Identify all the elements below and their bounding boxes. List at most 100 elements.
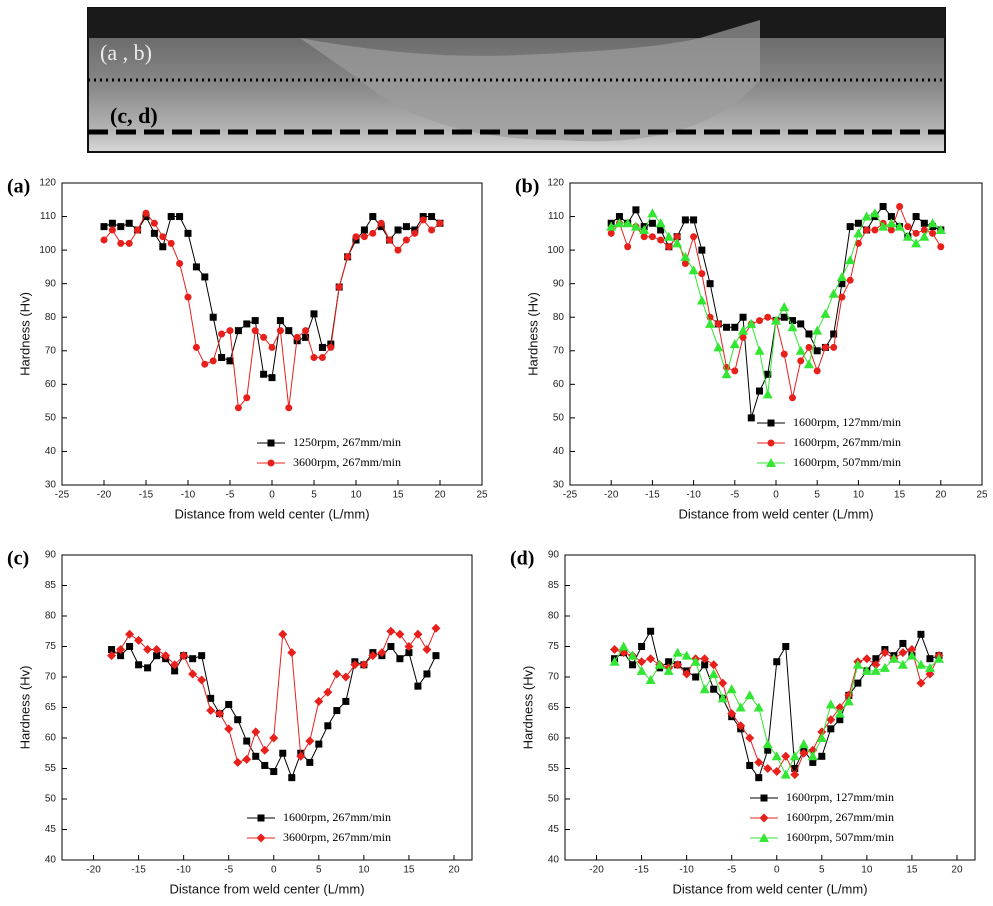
marker bbox=[117, 223, 125, 231]
marker bbox=[360, 233, 368, 241]
marker bbox=[789, 751, 800, 761]
legend-label: 1250rpm, 267mm/min bbox=[293, 435, 401, 449]
marker bbox=[100, 236, 108, 244]
chart: -25 -20 -15 -10 -5 0 5 10 15 20 25 30 40 50 60 70 80 90 10… bbox=[7, 176, 488, 522]
marker bbox=[803, 359, 814, 369]
marker bbox=[738, 325, 749, 335]
marker bbox=[825, 699, 836, 709]
marker bbox=[402, 223, 410, 231]
marker bbox=[206, 706, 216, 716]
x-tick-label: -15 bbox=[131, 865, 146, 876]
x-tick-label: 20 bbox=[935, 490, 947, 501]
marker bbox=[153, 652, 161, 660]
x-tick-label: 25 bbox=[476, 490, 488, 501]
marker bbox=[636, 665, 647, 675]
x-tick-label: 25 bbox=[976, 490, 988, 501]
y-tick-label: 40 bbox=[45, 446, 57, 457]
marker bbox=[799, 748, 809, 758]
marker bbox=[184, 229, 192, 237]
marker bbox=[368, 651, 378, 661]
marker bbox=[746, 761, 754, 769]
y-tick-label: 85 bbox=[548, 580, 560, 591]
marker bbox=[615, 213, 623, 221]
y-tick-label: 45 bbox=[45, 824, 57, 835]
marker bbox=[302, 333, 310, 341]
panel-label: (a) bbox=[7, 176, 30, 198]
marker bbox=[731, 323, 739, 331]
marker bbox=[648, 219, 656, 227]
marker bbox=[639, 224, 650, 234]
legend-label: 1600rpm, 127mm/min bbox=[793, 415, 901, 429]
legend-label: 1600rpm, 507mm/min bbox=[786, 830, 894, 844]
marker bbox=[673, 233, 681, 241]
marker bbox=[218, 353, 226, 361]
marker bbox=[134, 226, 142, 234]
chart: -25 -20 -15 -10 -5 0 5 10 15 20 25 30 40 50 60 70 80 90 10… bbox=[515, 176, 988, 522]
marker bbox=[717, 693, 728, 703]
marker bbox=[899, 639, 907, 647]
y-tick-label: 70 bbox=[45, 345, 57, 356]
marker bbox=[318, 343, 326, 351]
marker bbox=[242, 754, 252, 764]
marker bbox=[387, 643, 395, 650]
marker bbox=[854, 679, 862, 687]
marker bbox=[836, 716, 844, 724]
marker bbox=[721, 369, 732, 379]
marker bbox=[260, 745, 270, 755]
marker bbox=[637, 657, 647, 667]
marker bbox=[116, 645, 126, 655]
marker bbox=[920, 219, 928, 227]
marker bbox=[152, 645, 162, 655]
marker bbox=[830, 343, 838, 351]
marker bbox=[609, 656, 620, 666]
marker bbox=[917, 630, 925, 638]
marker bbox=[805, 330, 813, 338]
marker bbox=[302, 327, 310, 335]
y-tick-label: 65 bbox=[45, 702, 57, 713]
marker bbox=[419, 216, 427, 224]
y-tick-label: 55 bbox=[548, 763, 560, 774]
marker bbox=[809, 758, 817, 766]
y-tick-label: 85 bbox=[45, 580, 57, 591]
marker bbox=[428, 226, 436, 234]
marker bbox=[813, 367, 821, 375]
marker bbox=[887, 226, 895, 234]
marker bbox=[323, 687, 333, 697]
marker bbox=[780, 769, 791, 779]
marker bbox=[771, 751, 782, 761]
marker bbox=[359, 660, 369, 670]
x-axis-label: Distance from weld center (L/mm) bbox=[169, 881, 364, 896]
marker bbox=[218, 330, 226, 338]
panel-label: (c) bbox=[7, 548, 29, 570]
marker bbox=[305, 736, 315, 746]
x-tick-label: -25 bbox=[563, 490, 578, 501]
marker bbox=[854, 219, 862, 227]
marker bbox=[690, 656, 701, 666]
x-tick-label: -5 bbox=[224, 865, 233, 876]
marker bbox=[807, 751, 818, 761]
marker bbox=[422, 645, 432, 655]
marker bbox=[405, 649, 413, 657]
marker bbox=[927, 218, 938, 228]
marker bbox=[614, 218, 625, 228]
marker bbox=[167, 239, 175, 247]
marker bbox=[767, 439, 775, 447]
marker bbox=[773, 658, 781, 666]
y-tick-label: 90 bbox=[45, 550, 57, 561]
x-tick-label: -15 bbox=[634, 865, 649, 876]
x-tick-label: -15 bbox=[139, 490, 154, 501]
marker bbox=[708, 668, 719, 678]
marker bbox=[845, 255, 856, 265]
marker bbox=[377, 648, 387, 658]
marker bbox=[394, 246, 402, 254]
marker bbox=[886, 218, 897, 228]
marker bbox=[143, 645, 153, 655]
marker bbox=[333, 707, 341, 715]
marker bbox=[830, 330, 838, 338]
marker bbox=[629, 661, 637, 669]
x-tick-label: 15 bbox=[906, 865, 918, 876]
marker bbox=[125, 629, 135, 639]
marker bbox=[285, 327, 293, 335]
marker bbox=[176, 260, 184, 268]
